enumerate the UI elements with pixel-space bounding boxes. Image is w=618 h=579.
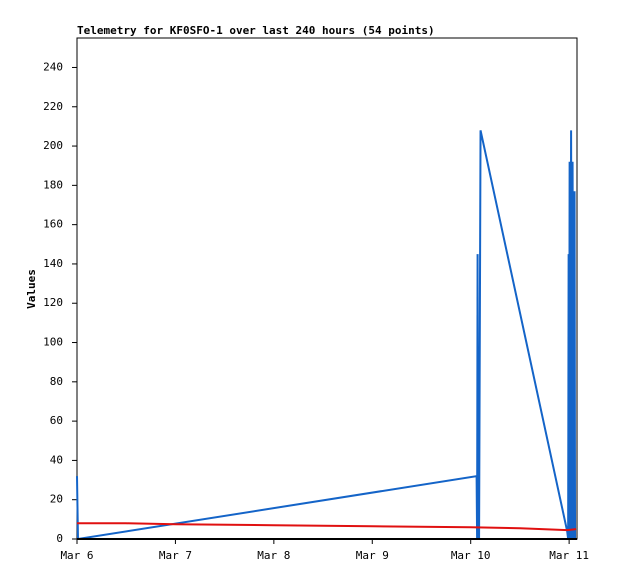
y-tick-label: 160 [43, 218, 63, 231]
x-tick-label: Mar 9 [356, 549, 389, 562]
x-tick-label: Mar 11 [549, 549, 589, 562]
y-tick-label: 120 [43, 296, 63, 309]
y-tick-label: 200 [43, 139, 63, 152]
y-tick-label: 40 [50, 453, 63, 466]
y-tick-label: 0 [56, 532, 63, 545]
y-tick-label: 20 [50, 493, 63, 506]
y-tick-label: 180 [43, 178, 63, 191]
y-tick-label: 80 [50, 375, 63, 388]
chart-title: Telemetry for KF0SFO-1 over last 240 hou… [77, 24, 435, 37]
y-axis-label: Values [25, 269, 38, 309]
y-tick-label: 100 [43, 336, 63, 349]
y-tick-label: 140 [43, 257, 63, 270]
x-tick-label: Mar 10 [451, 549, 491, 562]
x-tick-label: Mar 8 [257, 549, 290, 562]
data-line [77, 522, 577, 532]
y-tick-label: 220 [43, 100, 63, 113]
y-tick-label: 60 [50, 414, 63, 427]
x-tick-label: Mar 7 [159, 549, 192, 562]
y-tick-label: 240 [43, 60, 63, 73]
x-tick-label: Mar 6 [60, 549, 93, 562]
